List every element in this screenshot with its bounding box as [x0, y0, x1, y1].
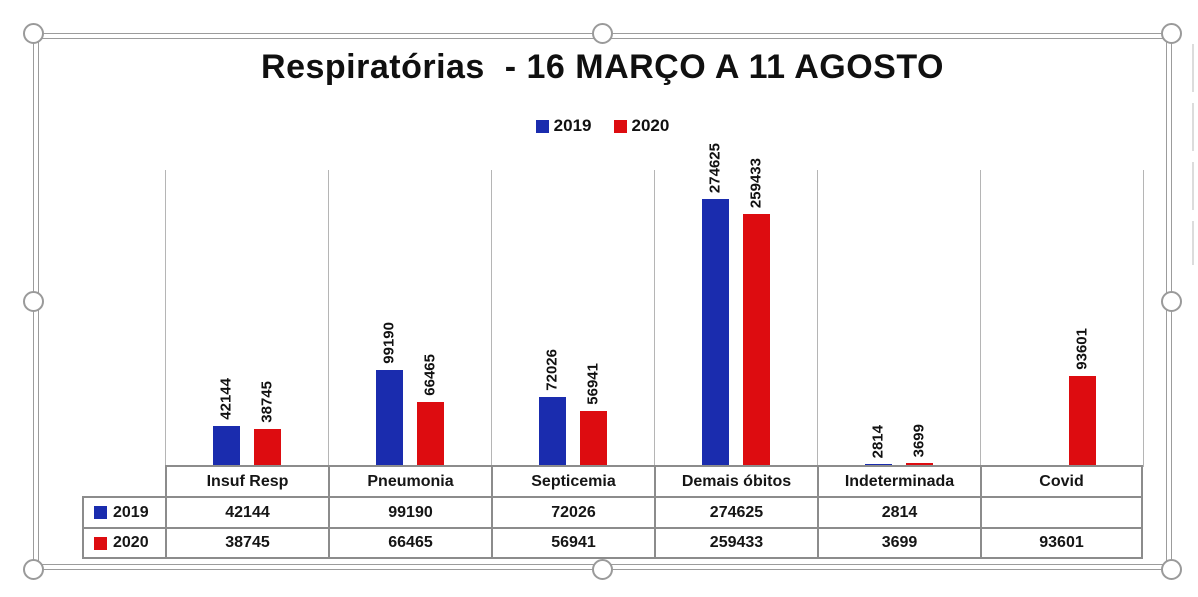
legend-label: 2020 — [631, 116, 670, 135]
table-cell-2020-indeterminada: 3699 — [817, 529, 980, 557]
data-label-2019-insuf-resp: 42144 — [217, 378, 235, 420]
plot-area[interactable]: 42144 38745 99190 66465 72026 56941 274625 2594… — [165, 143, 1144, 467]
category-separator-gridline — [1143, 170, 1144, 467]
table-cell-2019-septicemia: 72026 — [491, 498, 654, 527]
bar-2020-septicemia[interactable] — [579, 411, 607, 467]
category-label-pneumonia: Pneumonia — [328, 467, 491, 496]
bar-2020-pneumonia[interactable] — [416, 402, 444, 467]
data-label-anchor: 66465 — [421, 354, 439, 396]
category-label-indeterminada: Indeterminada — [817, 467, 980, 496]
legend-swatch-2020 — [613, 119, 627, 133]
data-table-row-2020[interactable]: 2020 38745 66465 56941 259433 3699 93601 — [82, 527, 1143, 559]
chart-title[interactable]: Respiratórias - 16 MARÇO A 11 AGOSTO — [261, 48, 944, 86]
bar-2020-demais-óbitos[interactable] — [742, 214, 770, 467]
table-row-header-2019: 2019 — [82, 498, 165, 527]
data-label-anchor: 93601 — [1073, 328, 1091, 370]
bar-2019-septicemia[interactable] — [538, 397, 566, 467]
data-label-2019-pneumonia: 99190 — [380, 322, 398, 364]
data-label-anchor: 99190 — [380, 322, 398, 364]
data-label-anchor: 2814 — [869, 424, 887, 458]
data-label-2020-covid: 93601 — [1073, 328, 1091, 370]
legend-item-2020[interactable]: 2020 — [613, 116, 670, 136]
table-cell-2020-demais-óbitos: 259433 — [654, 529, 817, 557]
bar-2020-covid[interactable] — [1068, 376, 1096, 467]
spreadsheet-gridline-fragment — [1192, 221, 1194, 265]
data-label-anchor: 274625 — [706, 142, 724, 193]
legend-label: 2019 — [553, 116, 592, 135]
category-separator-gridline — [654, 170, 655, 467]
table-legend-swatch-2020 — [94, 536, 107, 550]
resize-handle-middle-left[interactable] — [23, 291, 44, 312]
category-separator-gridline — [491, 170, 492, 467]
data-label-anchor: 42144 — [217, 378, 235, 420]
category-axis-row: Insuf Resp Pneumonia Septicemia Demais óbit… — [165, 465, 1143, 496]
data-label-2020-demais-óbitos: 259433 — [747, 157, 765, 208]
resize-handle-bottom-left[interactable] — [23, 559, 44, 580]
table-cell-2020-covid: 93601 — [980, 529, 1143, 557]
bar-2019-pneumonia[interactable] — [375, 370, 403, 467]
bar-2020-insuf-resp[interactable] — [253, 429, 281, 467]
category-label-septicemia: Septicemia — [491, 467, 654, 496]
chart-legend[interactable]: 2019 2020 — [33, 116, 1172, 136]
data-label-2019-demais-óbitos: 274625 — [706, 142, 724, 193]
data-label-2020-insuf-resp: 38745 — [258, 381, 276, 423]
table-cell-2019-indeterminada: 2814 — [817, 498, 980, 527]
table-legend-swatch-2019 — [94, 506, 107, 519]
resize-handle-bottom-right[interactable] — [1161, 559, 1182, 580]
resize-handle-top-right[interactable] — [1161, 23, 1182, 44]
data-label-anchor: 72026 — [543, 349, 561, 391]
resize-handle-top-middle[interactable] — [592, 23, 613, 44]
data-label-2019-indeterminada: 2814 — [869, 424, 887, 458]
category-separator-gridline — [980, 170, 981, 467]
bar-2019-demais-óbitos[interactable] — [701, 199, 729, 467]
data-label-2019-septicemia: 72026 — [543, 349, 561, 391]
table-row-year-label: 2020 — [113, 534, 149, 551]
data-label-2020-septicemia: 56941 — [584, 363, 602, 405]
spreadsheet-gridline-fragment — [1192, 162, 1194, 210]
table-cell-2019-pneumonia: 99190 — [328, 498, 491, 527]
data-table-row-2019[interactable]: 2019 42144 99190 72026 274625 2814 — [82, 496, 1143, 527]
table-cell-2019-demais-óbitos: 274625 — [654, 498, 817, 527]
resize-handle-bottom-middle[interactable] — [592, 559, 613, 580]
table-cell-2019-covid — [980, 498, 1143, 527]
data-label-2020-pneumonia: 66465 — [421, 354, 439, 396]
data-label-anchor: 3699 — [910, 423, 928, 457]
resize-handle-top-left[interactable] — [23, 23, 44, 44]
spreadsheet-gridline-fragment — [1192, 103, 1194, 151]
table-row-year-label: 2019 — [113, 503, 149, 521]
spreadsheet-gridline-fragment — [1192, 44, 1194, 92]
table-cell-2020-pneumonia: 66465 — [328, 529, 491, 557]
legend-swatch-2019 — [535, 119, 549, 133]
table-cell-2020-insuf-resp: 38745 — [165, 529, 328, 557]
table-cell-2019-insuf-resp: 42144 — [165, 498, 328, 527]
resize-handle-middle-right[interactable] — [1161, 291, 1182, 312]
data-label-anchor: 56941 — [584, 363, 602, 405]
category-label-insuf-resp: Insuf Resp — [165, 467, 328, 496]
data-label-anchor: 259433 — [747, 157, 765, 208]
data-label-2020-indeterminada: 3699 — [910, 423, 928, 457]
bar-2019-insuf-resp[interactable] — [212, 426, 240, 467]
category-label-covid: Covid — [980, 467, 1143, 496]
data-label-anchor: 38745 — [258, 381, 276, 423]
category-separator-gridline — [165, 170, 166, 467]
legend-item-2019[interactable]: 2019 — [535, 116, 592, 136]
table-cell-2020-septicemia: 56941 — [491, 529, 654, 557]
category-separator-gridline — [817, 170, 818, 467]
table-row-header-2020: 2020 — [82, 529, 165, 557]
category-label-demais-óbitos: Demais óbitos — [654, 467, 817, 496]
category-separator-gridline — [328, 170, 329, 467]
